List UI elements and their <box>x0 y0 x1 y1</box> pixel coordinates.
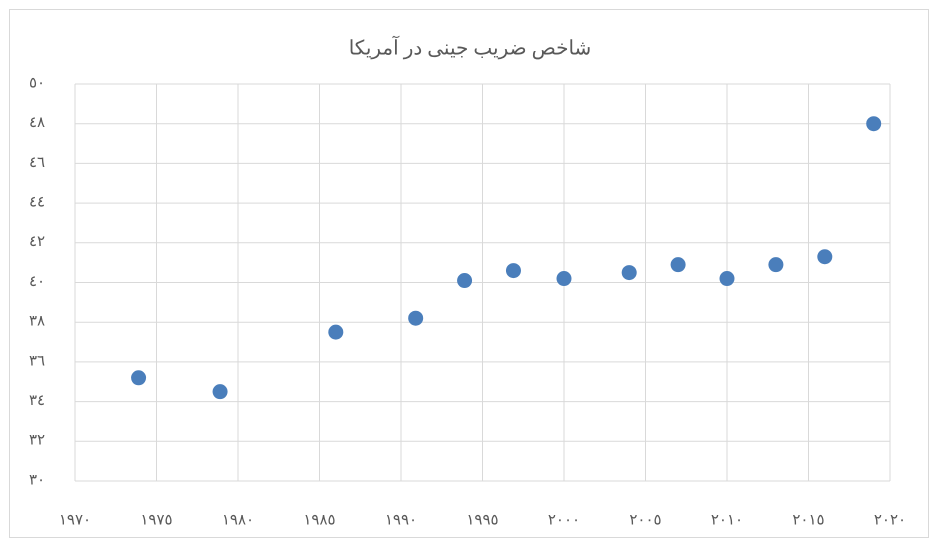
point <box>768 257 784 273</box>
point <box>328 324 344 340</box>
point <box>408 310 424 326</box>
point <box>719 271 735 287</box>
chart-border <box>9 9 929 538</box>
point <box>556 271 572 287</box>
y-tick-label: ٣٦ <box>29 353 45 369</box>
x-tick-label: ٢٠٢٠ <box>874 512 906 528</box>
y-tick-label: ٤٨ <box>29 115 45 131</box>
chart-title: شاخص ضریب جینی در آمریکا <box>349 36 592 60</box>
y-tick-label: ٣٠ <box>29 472 45 488</box>
point <box>131 370 147 386</box>
x-tick-label: ١٩٧٠ <box>59 512 91 528</box>
x-tick-label: ٢٠١٥ <box>792 512 824 528</box>
point <box>817 249 833 265</box>
y-tick-label: ٣٤ <box>29 393 45 409</box>
x-tick-label: ١٩٩٠ <box>385 512 417 528</box>
x-tick-label: ٢٠٠٥ <box>629 512 661 528</box>
y-tick-label: ٤٤ <box>29 195 45 211</box>
point <box>212 384 228 400</box>
x-tick-label: ١٩٩٥ <box>466 512 498 528</box>
point <box>457 273 473 289</box>
y-tick-label: ٥٠ <box>29 75 45 91</box>
y-tick-label: ٣٨ <box>29 314 45 330</box>
y-tick-label: ٤٠ <box>29 274 45 290</box>
x-tick-label: ٢٠١٠ <box>711 512 743 528</box>
y-tick-label: ٣٢ <box>29 433 45 449</box>
point <box>505 263 521 279</box>
x-tick-label: ١٩٨٥ <box>303 512 335 528</box>
point <box>621 265 637 281</box>
x-tick-label: ١٩٧٥ <box>140 512 172 528</box>
x-tick-label: ٢٠٠٠ <box>548 512 580 528</box>
y-tick-label: ٤٦ <box>29 155 45 171</box>
y-tick-label: ٤٢ <box>29 234 45 250</box>
x-tick-label: ١٩٨٠ <box>222 512 254 528</box>
point <box>866 116 882 132</box>
point <box>670 257 686 273</box>
